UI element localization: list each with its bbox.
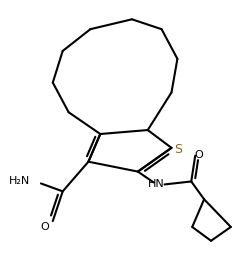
Text: O: O bbox=[40, 222, 49, 232]
Text: HN: HN bbox=[148, 179, 165, 189]
Text: O: O bbox=[195, 150, 203, 160]
Text: S: S bbox=[174, 143, 182, 156]
Text: H₂N: H₂N bbox=[8, 176, 30, 186]
